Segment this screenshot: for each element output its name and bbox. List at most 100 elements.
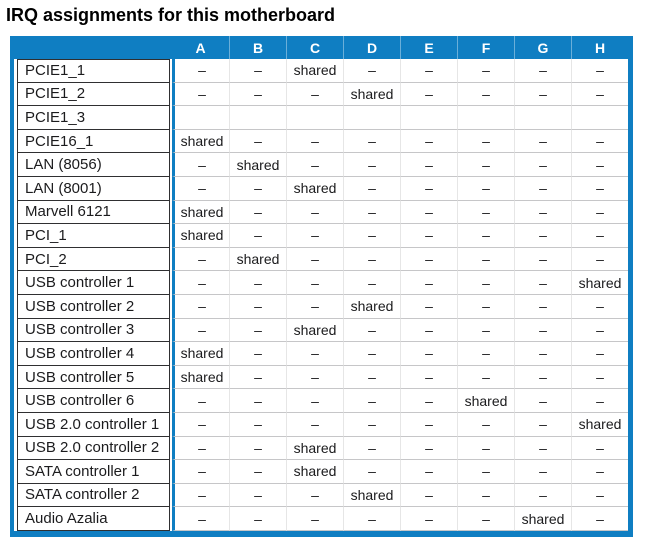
irq-cell: – (172, 507, 229, 531)
irq-cell: – (286, 271, 343, 295)
irq-cell: – (286, 247, 343, 272)
irq-cell: – (343, 224, 400, 248)
irq-cell: – (172, 389, 229, 413)
irq-cell: – (400, 224, 457, 248)
irq-cell: – (172, 436, 229, 461)
irq-cell: – (172, 247, 229, 272)
column-header-c: C (286, 36, 343, 59)
irq-cell: – (514, 82, 571, 107)
irq-cell: – (571, 365, 628, 390)
irq-cell: – (400, 436, 457, 461)
irq-cell: – (400, 200, 457, 225)
irq-cell: – (229, 176, 286, 201)
irq-cell: – (457, 483, 514, 508)
irq-cell: – (400, 153, 457, 177)
irq-cell: – (343, 389, 400, 413)
device-name-cell: PCIE16_1 (17, 129, 170, 154)
irq-cell: – (457, 200, 514, 225)
column-header-d: D (343, 36, 400, 59)
irq-cell: – (400, 412, 457, 437)
irq-cell: – (514, 412, 571, 437)
column-header-a: A (172, 36, 229, 59)
irq-cell: – (571, 153, 628, 177)
irq-cell: – (457, 412, 514, 437)
irq-cell: shared (172, 200, 229, 225)
irq-cell: – (514, 200, 571, 225)
device-name-cell: Marvell 6121 (17, 200, 170, 225)
irq-cell: – (172, 412, 229, 437)
irq-cell: – (457, 82, 514, 107)
device-name-cell: USB controller 6 (17, 389, 170, 413)
irq-cell: – (571, 483, 628, 508)
device-name-cell: PCIE1_3 (17, 106, 170, 130)
irq-cell: – (571, 224, 628, 248)
irq-cell: shared (229, 153, 286, 177)
irq-cell: – (229, 271, 286, 295)
irq-cell: – (400, 460, 457, 484)
irq-cell: – (286, 224, 343, 248)
irq-cell: – (571, 200, 628, 225)
irq-cell: – (343, 200, 400, 225)
irq-cell: – (400, 82, 457, 107)
device-name-cell: USB 2.0 controller 1 (17, 412, 170, 437)
irq-cell: – (172, 59, 229, 83)
irq-cell: – (514, 342, 571, 366)
irq-cell (286, 106, 343, 130)
irq-cell: shared (172, 129, 229, 154)
irq-cell: – (229, 342, 286, 366)
irq-cell: – (229, 507, 286, 531)
irq-cell: shared (343, 483, 400, 508)
irq-cell: – (343, 460, 400, 484)
page-title: IRQ assignments for this motherboard (6, 5, 336, 25)
device-name-cell: Audio Azalia (17, 507, 170, 531)
irq-cell: shared (286, 318, 343, 343)
irq-cell: – (571, 82, 628, 107)
irq-cell: – (400, 271, 457, 295)
irq-cell: shared (172, 224, 229, 248)
device-name-cell: PCIE1_1 (17, 59, 170, 83)
irq-cell: – (172, 271, 229, 295)
irq-cell: shared (343, 82, 400, 107)
irq-cell: – (457, 294, 514, 319)
irq-cell: – (229, 436, 286, 461)
device-name-cell: USB controller 1 (17, 271, 170, 295)
irq-grid: A B C D E F G H PCIE1_1 – – shared – – –… (14, 36, 628, 531)
irq-cell: – (457, 224, 514, 248)
irq-cell: – (286, 365, 343, 390)
device-name-cell: LAN (8056) (17, 153, 170, 177)
device-name-cell: PCIE1_2 (17, 82, 170, 107)
device-name-cell: USB controller 3 (17, 318, 170, 343)
column-header-b: B (229, 36, 286, 59)
irq-cell: – (172, 294, 229, 319)
irq-cell: – (172, 82, 229, 107)
column-header-e: E (400, 36, 457, 59)
device-name-cell: PCI_1 (17, 224, 170, 248)
irq-cell: – (343, 342, 400, 366)
device-name-cell: USB controller 5 (17, 365, 170, 390)
irq-cell: shared (172, 342, 229, 366)
irq-cell: – (400, 342, 457, 366)
irq-cell: shared (514, 507, 571, 531)
irq-cell: – (457, 342, 514, 366)
irq-cell (229, 106, 286, 130)
irq-cell: – (400, 294, 457, 319)
irq-cell (400, 106, 457, 130)
irq-cell: – (286, 129, 343, 154)
irq-cell: shared (286, 176, 343, 201)
irq-cell (514, 106, 571, 130)
irq-cell: – (229, 365, 286, 390)
irq-cell: – (571, 247, 628, 272)
irq-cell: – (400, 59, 457, 83)
column-header-h: H (571, 36, 628, 59)
irq-cell: shared (229, 247, 286, 272)
irq-cell: – (343, 318, 400, 343)
irq-cell: – (229, 294, 286, 319)
irq-cell: – (172, 153, 229, 177)
irq-cell: shared (286, 460, 343, 484)
irq-cell: – (514, 59, 571, 83)
irq-cell: – (457, 460, 514, 484)
irq-cell: – (172, 176, 229, 201)
irq-cell: – (229, 59, 286, 83)
irq-cell: – (229, 389, 286, 413)
